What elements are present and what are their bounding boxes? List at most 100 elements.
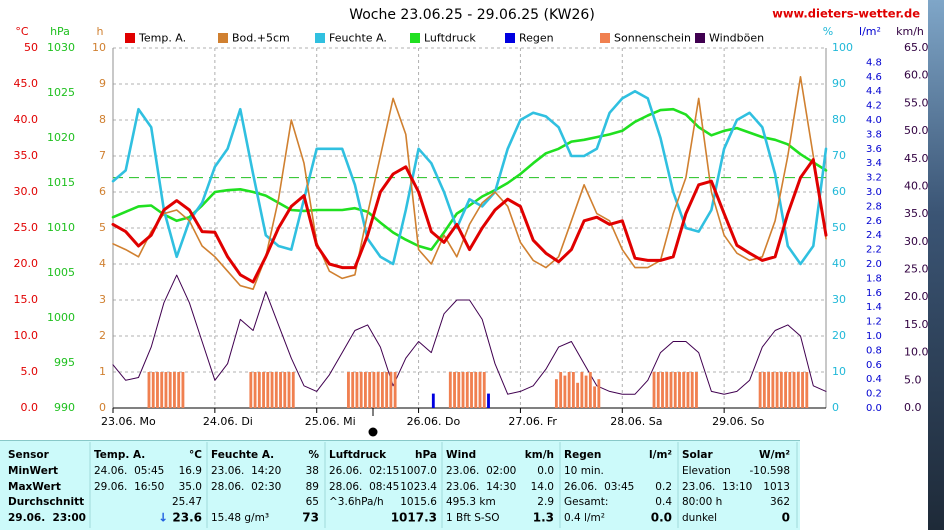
y-tick-label: 0.2 <box>866 389 882 400</box>
bar <box>448 372 452 408</box>
cell-right: 25.47 <box>172 496 202 508</box>
y-tick-label: 8 <box>99 113 106 126</box>
cell-right: 1017.3 <box>391 511 437 525</box>
x-tick-label: 29.06. So <box>712 415 764 428</box>
bar <box>559 372 563 408</box>
y-tick-label: 0.6 <box>866 360 882 371</box>
bar <box>584 375 588 408</box>
cell-right: 23.6 <box>172 511 202 525</box>
axis-unit: km/h <box>896 25 924 38</box>
bar <box>173 372 176 408</box>
y-tick-label: 1.4 <box>866 302 882 313</box>
bar <box>363 372 367 408</box>
y-tick-label: 90 <box>832 77 846 90</box>
cell-right: 0.0 <box>651 511 672 525</box>
y-tick-label: 5.0 <box>21 365 39 378</box>
bar <box>661 372 664 408</box>
bar <box>257 372 261 408</box>
cell-left: 23.06. 02:00 <box>446 465 516 477</box>
y-tick-label: 60 <box>832 185 846 198</box>
x-tick-label: 26.06. Do <box>407 415 461 428</box>
bar <box>665 372 669 408</box>
cell-left: 0.4 l/m² <box>564 512 605 524</box>
cell-left: ^3.6hPa/h <box>329 496 384 508</box>
x-tick-label: 25.06. Mi <box>305 415 356 428</box>
bar <box>385 372 389 408</box>
photo-strip <box>928 0 944 530</box>
bar <box>762 372 766 408</box>
y-tick-label: 3.8 <box>866 129 882 140</box>
cell-right: 38 <box>306 465 319 477</box>
cell-left: 29.06. 16:50 <box>94 481 164 493</box>
bar <box>291 372 295 408</box>
y-tick-label: 25.0 <box>904 263 929 276</box>
column-title: Wind <box>446 449 476 461</box>
line <box>112 76 827 290</box>
moon-icon <box>368 427 378 437</box>
cell-left: 10 min. <box>564 465 604 477</box>
y-tick-label: 20.0 <box>14 257 39 270</box>
bar <box>597 379 601 408</box>
bar <box>656 372 660 408</box>
bar <box>355 372 359 408</box>
x-tick-label: 24.06. Di <box>203 415 253 428</box>
bar <box>453 372 456 408</box>
y-tick-label: 1000 <box>47 311 75 324</box>
y-tick-label: 25.0 <box>14 221 39 234</box>
y-tick-label: 1015 <box>47 176 75 189</box>
bar <box>253 372 257 408</box>
axis-unit: hPa <box>50 25 70 38</box>
legend-label: Feuchte A. <box>329 32 387 45</box>
y-tick-label: 30 <box>832 293 846 306</box>
y-tick-label: 40 <box>832 257 846 270</box>
row-label: MinWert <box>8 465 58 477</box>
y-tick-label: 0 <box>99 401 106 414</box>
axis-unit: °C <box>15 25 29 38</box>
y-tick-label: 40.0 <box>904 179 929 192</box>
bar <box>380 372 384 408</box>
y-tick-label: 2.8 <box>866 201 882 212</box>
y-tick-label: 10.0 <box>14 329 39 342</box>
column-unit: °C <box>189 449 202 461</box>
bar <box>287 372 291 408</box>
bar <box>181 372 185 408</box>
bar <box>359 372 363 408</box>
cell-right: -10.598 <box>749 465 790 477</box>
y-tick-label: 990 <box>54 401 75 414</box>
x-tick-label: 28.06. Sa <box>610 415 662 428</box>
axis-unit: h <box>97 25 104 38</box>
y-tick-label: 3.4 <box>866 158 882 169</box>
y-tick-label: 50 <box>24 41 38 54</box>
column-title: Solar <box>682 449 713 461</box>
bar <box>478 372 482 408</box>
legend-swatch <box>125 33 135 43</box>
y-tick-label: 1030 <box>47 41 75 54</box>
y-tick-label: 80 <box>832 113 846 126</box>
bar <box>266 372 270 408</box>
y-tick-label: 4 <box>99 257 106 270</box>
bar <box>461 372 465 408</box>
bar <box>801 372 804 408</box>
y-tick-label: 3.2 <box>866 173 882 184</box>
y-tick-label: 10 <box>92 41 106 54</box>
bar <box>673 372 677 408</box>
bar <box>482 372 486 408</box>
bar <box>431 393 435 408</box>
y-tick-label: 2.4 <box>866 230 882 241</box>
cell-right: 35.0 <box>179 481 202 493</box>
bar <box>805 372 809 408</box>
y-tick-label: 4.6 <box>866 72 882 83</box>
bar <box>270 372 274 408</box>
column-unit: km/h <box>525 449 554 461</box>
bar <box>767 372 771 408</box>
legend-swatch <box>315 33 325 43</box>
cell-left: 26.06. 03:45 <box>564 481 634 493</box>
y-tick-label: 10 <box>832 365 846 378</box>
cell-right: 1023.4 <box>400 481 437 493</box>
table: Sensor MinWert MaxWert Durchschnitt 29.06. 2… <box>8 442 798 528</box>
y-tick-label: 0.8 <box>866 345 882 356</box>
y-tick-label: 1.8 <box>866 273 882 284</box>
cell-right: 73 <box>302 511 319 525</box>
bar <box>771 372 775 408</box>
cell-left: 23.06. 14:30 <box>446 481 516 493</box>
